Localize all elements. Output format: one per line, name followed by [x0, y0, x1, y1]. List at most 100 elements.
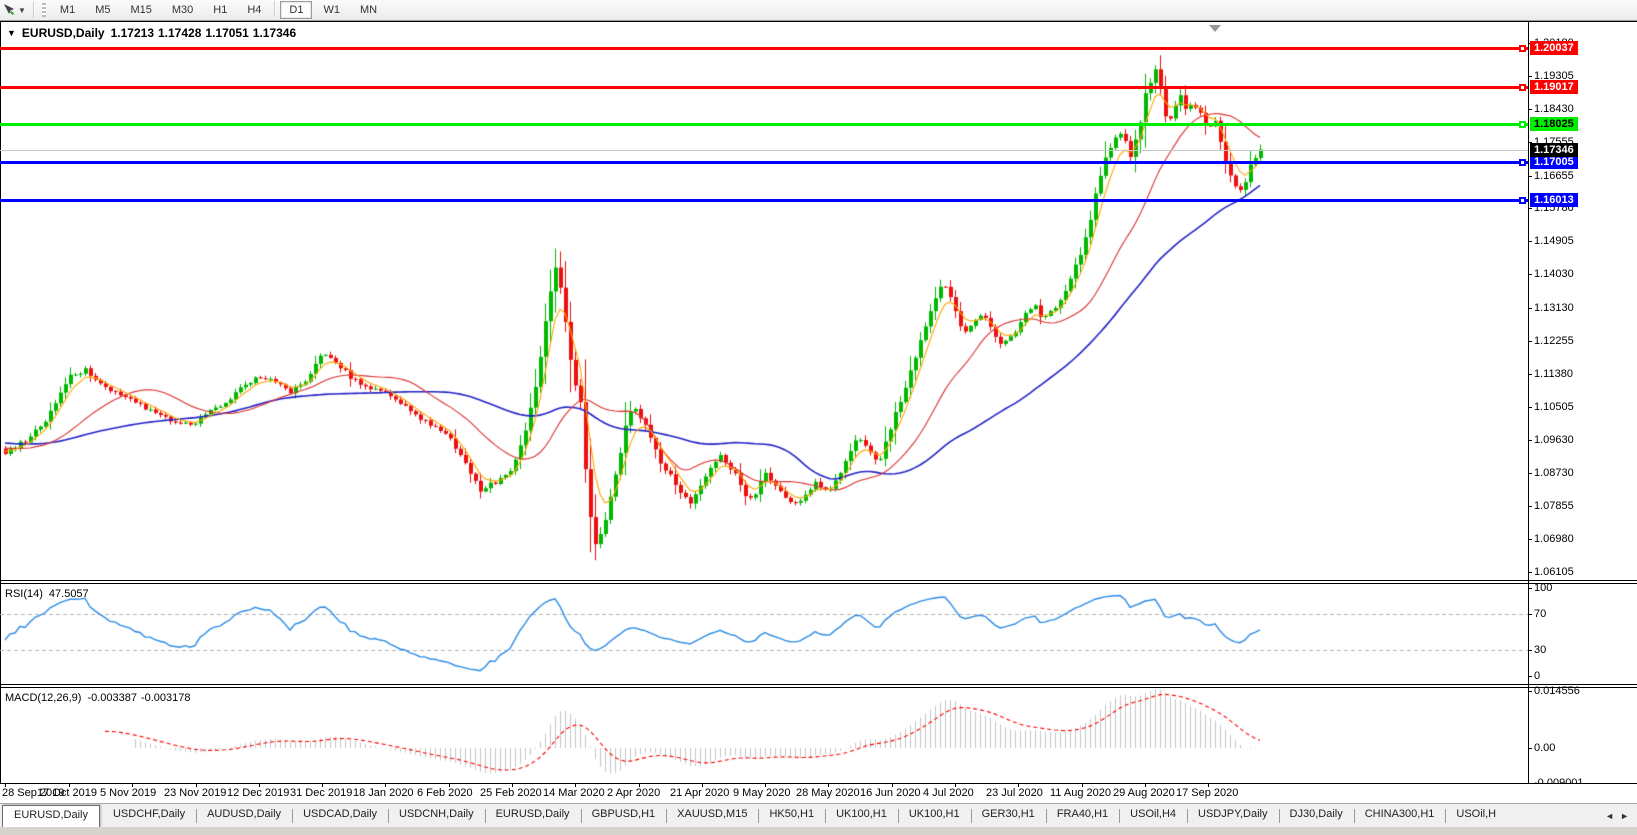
macd-axis-tick-label: 0.014556	[1534, 685, 1580, 697]
time-axis-tickmark	[1082, 783, 1083, 787]
chart-tab-china300-h1[interactable]: CHINA300,H1	[1353, 804, 1446, 828]
time-axis-tickmark	[449, 783, 450, 787]
price-level-tag: 1.19017	[1530, 80, 1578, 94]
price-rsi-separator[interactable]	[0, 580, 1637, 581]
timeframe-button-d1[interactable]: D1	[280, 1, 313, 19]
time-axis-date-label: 9 May 2020	[733, 787, 791, 799]
rsi-axis-tickmark	[1528, 676, 1532, 677]
line-end-handle[interactable]	[1519, 159, 1526, 166]
rsi-indicator-canvas[interactable]	[0, 584, 1528, 684]
tab-scroll-left-icon[interactable]: ◄	[1605, 811, 1615, 821]
price-axis-tick-label: 1.09630	[1534, 434, 1574, 446]
price-axis-tickmark	[1528, 76, 1532, 77]
price-axis-tick-label: 1.18430	[1534, 103, 1574, 115]
macd-header: MACD(12,26,9) -0.003387 -0.003178	[5, 692, 191, 704]
timeframe-button-mn[interactable]: MN	[359, 4, 378, 16]
chart-tab-usdcad-daily[interactable]: USDCAD,Daily	[292, 804, 388, 828]
cursor-tool-icon[interactable]	[2, 3, 16, 17]
macd-indicator-canvas[interactable]	[0, 688, 1528, 783]
price-axis-tickmark	[1528, 440, 1532, 441]
price-axis-tickmark	[1528, 506, 1532, 507]
time-axis[interactable]: 28 Sep 2019 17 Oct 2019 5 Nov 2019 23 Nov 2…	[0, 783, 1637, 802]
ohlc-low-value: 1.17051	[205, 26, 249, 40]
chart-tab-usoil-h[interactable]: USOil,H	[1445, 804, 1507, 828]
timeframe-button-m30[interactable]: M30	[171, 4, 194, 16]
time-axis-tickmark	[639, 783, 640, 787]
chart-tab-ger30-h1[interactable]: GER30,H1	[970, 804, 1046, 828]
price-axis-tickmark	[1528, 241, 1532, 242]
resistance-line[interactable]	[0, 86, 1528, 89]
pivot-line[interactable]	[0, 123, 1528, 126]
price-axis-tickmark	[1528, 274, 1532, 275]
chart-title-bar[interactable]: ▼ EURUSD,Daily 1.17213 1.17428 1.17051 1…	[7, 26, 296, 40]
time-axis-tickmark	[955, 783, 956, 787]
resistance-line[interactable]	[0, 47, 1528, 50]
timeframe-button-m1[interactable]: M1	[59, 4, 76, 16]
time-axis-tickmark	[575, 783, 576, 787]
price-axis-tick-label: 1.07855	[1534, 500, 1574, 512]
chart-tab-eurusd-daily[interactable]: EURUSD,Daily	[484, 804, 581, 828]
rsi-axis-tick-label: 0	[1534, 670, 1541, 682]
price-level-tag: 1.18025	[1530, 117, 1578, 131]
time-axis-date-label: 14 Mar 2020	[543, 787, 605, 799]
rsi-macd-separator-2	[0, 687, 1637, 688]
chart-tab-uk100-h1[interactable]: UK100,H1	[897, 804, 971, 828]
timeframe-button-h4[interactable]: H4	[247, 4, 262, 16]
line-end-handle[interactable]	[1519, 121, 1526, 128]
price-axis-tick-label: 1.16655	[1534, 170, 1574, 182]
chevron-down-icon[interactable]: ▼	[18, 5, 26, 15]
price-axis-tick-label: 1.12255	[1534, 335, 1574, 347]
chart-tab-fra40-h1[interactable]: FRA40,H1	[1045, 804, 1119, 828]
time-axis-tickmark	[259, 783, 260, 787]
support-line[interactable]	[0, 199, 1528, 202]
time-axis-tickmark	[1018, 783, 1019, 787]
rsi-axis-tick-label: 30	[1534, 644, 1547, 656]
chart-tab-usdchf-daily[interactable]: USDCHF,Daily	[112, 808, 186, 820]
chart-tab-gbpusd-h1[interactable]: GBPUSD,H1	[580, 804, 667, 828]
time-axis-date-label: 17 Sep 2020	[1176, 787, 1239, 799]
line-end-handle[interactable]	[1519, 84, 1526, 91]
time-axis-tickmark	[69, 783, 70, 787]
timeframe-button-w1[interactable]: W1	[323, 4, 340, 16]
price-axis-tick-label: 1.14030	[1534, 268, 1574, 280]
price-axis-tickmark	[1528, 374, 1532, 375]
support-line[interactable]	[0, 161, 1528, 164]
chart-tab-eurusd-daily[interactable]: EURUSD,Daily	[2, 805, 100, 828]
chart-tab-audusd-daily[interactable]: AUDUSD,Daily	[196, 804, 292, 828]
time-axis-date-label: 5 Nov 2019	[100, 787, 157, 799]
toolbar-grip-handle[interactable]	[41, 3, 46, 17]
time-axis-tickmark	[1145, 783, 1146, 787]
chart-tab-dj30-daily[interactable]: DJ30,Daily	[1278, 804, 1354, 828]
line-end-handle[interactable]	[1519, 197, 1526, 204]
tab-scroll-right-icon[interactable]: ►	[1620, 811, 1629, 821]
price-level-tag: 1.17005	[1530, 155, 1578, 169]
ohlc-open-value: 1.17213	[110, 26, 154, 40]
timeframe-button-m5[interactable]: M5	[95, 4, 111, 16]
collapse-arrow-icon[interactable]: ▼	[7, 28, 16, 38]
chart-tab-xauusd-m15[interactable]: XAUUSD,M15	[666, 804, 758, 828]
chart-tab-bar: EURUSD,Daily USDCHF,Daily AUDUSD,Daily USDC…	[0, 803, 1637, 828]
price-rsi-separator-2	[0, 583, 1637, 584]
time-axis-tickmark	[322, 783, 323, 787]
chart-tab-usdcnh-daily[interactable]: USDCNH,Daily	[388, 804, 485, 828]
price-chart-canvas[interactable]	[0, 21, 1528, 580]
price-axis-tickmark	[1528, 341, 1532, 342]
timeframe-button-m15[interactable]: M15	[130, 4, 152, 16]
time-axis-date-label: 12 Dec 2019	[227, 787, 290, 799]
macd-main-value-label: -0.003387	[87, 692, 137, 704]
time-axis-date-label: 31 Dec 2019	[290, 787, 353, 799]
price-axis-tick-label: 1.06105	[1534, 566, 1574, 578]
current-price-tag: 1.17346	[1530, 143, 1578, 157]
chart-tab-usdjpy-daily[interactable]: USDJPY,Daily	[1187, 804, 1279, 828]
chart-shift-marker-icon[interactable]	[1209, 25, 1221, 32]
chart-tab-hk50-h1[interactable]: HK50,H1	[758, 804, 825, 828]
time-axis-tickmark	[132, 783, 133, 787]
chart-tab-usoil-h4[interactable]: USOil,H4	[1119, 804, 1187, 828]
time-axis-date-label: 17 Oct 2019	[37, 787, 97, 799]
line-end-handle[interactable]	[1519, 45, 1526, 52]
rsi-macd-separator[interactable]	[0, 684, 1637, 685]
timeframe-button-h1[interactable]: H1	[213, 4, 228, 16]
price-axis-tick-label: 1.11380	[1534, 368, 1573, 380]
chart-tab-uk100-h1[interactable]: UK100,H1	[825, 804, 898, 828]
